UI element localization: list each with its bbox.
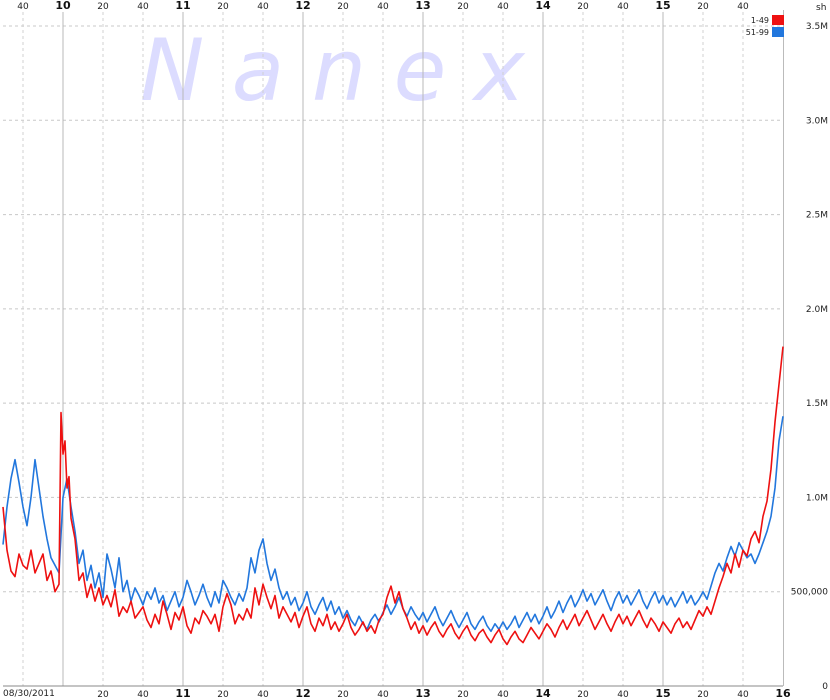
x-tick-label-bottom: 14 xyxy=(535,687,551,700)
date-label: 08/30/2011 xyxy=(3,689,55,699)
y-unit-label: sh xyxy=(816,3,826,13)
x-tick-label-top: 40 xyxy=(377,2,389,12)
x-tick-label-bottom: 11 xyxy=(175,687,190,700)
x-tick-label-top: 10 xyxy=(55,0,71,12)
x-tick-label-top: 11 xyxy=(175,0,190,12)
x-tick-label-top: 40 xyxy=(137,2,149,12)
x-tick-label-top: 20 xyxy=(97,2,109,12)
x-tick-label-top: 40 xyxy=(257,2,269,12)
legend-swatch-51-99 xyxy=(772,27,784,37)
y-tick-label: 1.0M xyxy=(806,493,828,503)
x-tick-label-bottom: 40 xyxy=(737,690,749,700)
y-tick-label: 2.0M xyxy=(806,305,828,315)
x-tick-label-bottom: 15 xyxy=(655,687,670,700)
series-layer xyxy=(2,346,784,646)
x-tick-label-bottom: 20 xyxy=(337,690,349,700)
x-tick-label-top: 40 xyxy=(497,2,509,12)
x-tick-label-bottom: 20 xyxy=(97,690,109,700)
y-tick-label: 0 xyxy=(822,682,828,692)
x-axis-bottom: 20 40 11 20 40 12 20 40 13 20 40 14 20 40 15 20 40 16 xyxy=(97,687,791,700)
legend: 1-49 51-99 xyxy=(746,15,784,37)
x-tick-label-top: 20 xyxy=(577,2,589,12)
x-tick-label-top: 20 xyxy=(697,2,709,12)
y-tick-label: 500,000 xyxy=(791,588,828,598)
y-tick-label: 2.5M xyxy=(806,211,828,221)
series-line-1-49 xyxy=(2,346,784,646)
x-tick-label-top: 13 xyxy=(415,0,430,12)
legend-swatch-1-49 xyxy=(772,15,784,25)
x-tick-label-bottom: 40 xyxy=(617,690,629,700)
y-tick-label: 3.0M xyxy=(806,116,828,126)
x-tick-label-bottom: 40 xyxy=(377,690,389,700)
x-tick-label-top: 15 xyxy=(655,0,670,12)
x-tick-label-top: 20 xyxy=(337,2,349,12)
y-tick-label: 3.5M xyxy=(806,22,828,32)
x-tick-label-bottom: 20 xyxy=(217,690,229,700)
x-tick-label-top: 40 xyxy=(737,2,749,12)
x-tick-label-bottom: 40 xyxy=(497,690,509,700)
legend-label-1-49: 1-49 xyxy=(751,16,769,25)
x-tick-label-top: 40 xyxy=(617,2,629,12)
x-tick-label-bottom: 20 xyxy=(457,690,469,700)
x-tick-label-top: 14 xyxy=(535,0,551,12)
watermark: N a n e x xyxy=(140,21,526,121)
x-tick-label-top: 20 xyxy=(217,2,229,12)
x-tick-label-bottom: 12 xyxy=(295,687,310,700)
x-tick-label-top: 12 xyxy=(295,0,310,12)
x-tick-label-bottom: 40 xyxy=(137,690,149,700)
x-axis-top: 40 10 20 40 11 20 40 12 20 40 13 20 40 14 20 40 15 20 40 xyxy=(17,0,749,12)
y-tick-label: 1.5M xyxy=(806,399,828,409)
x-tick-label-top: 20 xyxy=(457,2,469,12)
x-tick-label-bottom: 20 xyxy=(697,690,709,700)
grid xyxy=(3,10,784,687)
series-line-51-99 xyxy=(2,416,784,633)
x-tick-label-top: 40 xyxy=(17,2,29,12)
x-tick-label-bottom: 13 xyxy=(415,687,430,700)
legend-label-51-99: 51-99 xyxy=(746,28,769,37)
y-axis: 0 500,000 1.0M 1.5M 2.0M 2.5M 3.0M 3.5M xyxy=(791,22,828,692)
x-tick-label-bottom: 16 xyxy=(775,687,791,700)
x-tick-label-bottom: 40 xyxy=(257,690,269,700)
x-tick-label-bottom: 20 xyxy=(577,690,589,700)
